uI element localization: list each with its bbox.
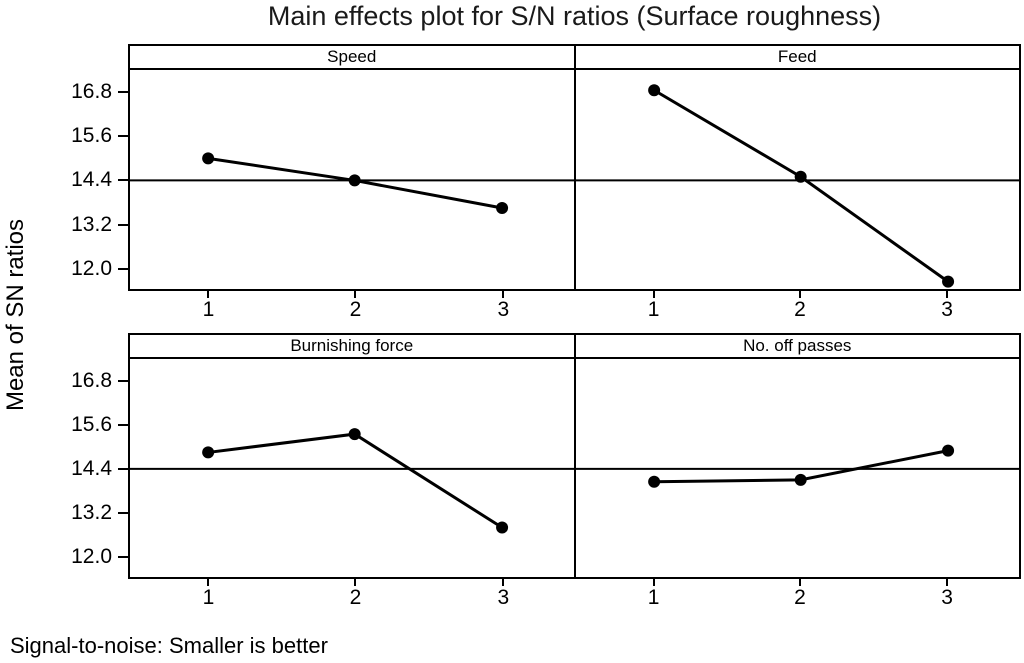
x-tick-mark xyxy=(207,577,210,586)
x-tick-label: 3 xyxy=(497,586,510,609)
x-tick-label: 1 xyxy=(202,586,215,609)
x-tick-mark xyxy=(502,577,505,586)
x-tick-label: 1 xyxy=(647,586,660,609)
y-tick-label: 12.0 xyxy=(71,256,112,280)
y-tick-mark xyxy=(118,423,130,426)
panel-plot-speed xyxy=(130,70,576,289)
y-tick-mark xyxy=(118,91,130,94)
y-tick-mark xyxy=(118,511,130,514)
panel-canvas xyxy=(130,152,574,215)
y-tick-label: 13.2 xyxy=(71,212,112,236)
panel-canvas xyxy=(130,428,574,534)
y-tick-mark xyxy=(118,379,130,382)
x-tick-label: 2 xyxy=(349,298,362,321)
y-tick-label: 15.6 xyxy=(71,412,112,436)
data-point-marker xyxy=(496,521,509,534)
x-tick-mark xyxy=(946,289,949,298)
y-tick-mark xyxy=(118,467,130,470)
panel-plot-no-off-passes xyxy=(575,359,1020,577)
panel-header-feed: Feed xyxy=(777,47,817,66)
panel-plot-feed xyxy=(575,70,1020,289)
y-tick-label: 15.6 xyxy=(71,124,112,148)
x-tick-mark xyxy=(354,577,357,586)
x-tick-label: 3 xyxy=(497,298,510,321)
data-point-marker xyxy=(794,170,807,183)
y-tick-label: 14.4 xyxy=(71,168,112,192)
panel-header-speed: Speed xyxy=(130,46,576,68)
panel-header-burnishing-force: Burnishing force xyxy=(130,335,576,357)
y-tick-mark xyxy=(118,179,130,182)
footer-note: Signal-to-noise: Smaller is better xyxy=(10,633,328,658)
x-tick-label: 3 xyxy=(941,586,953,609)
x-tick-label: 1 xyxy=(647,298,660,321)
panel-header-no-off-passes: No. off passes xyxy=(743,336,852,355)
y-tick-mark xyxy=(118,555,130,558)
series-line xyxy=(652,88,949,283)
panel-header-strip: Speed Feed xyxy=(130,46,1019,70)
x-tick-mark xyxy=(798,289,801,298)
x-tick-mark xyxy=(652,289,655,298)
x-tick-mark xyxy=(207,289,210,298)
x-tick-mark xyxy=(798,577,801,586)
y-tick-label: 16.8 xyxy=(71,80,112,104)
y-tick-mark xyxy=(118,223,130,226)
data-point-marker xyxy=(348,428,361,441)
y-tick-label: 12.0 xyxy=(71,544,112,568)
data-point-marker xyxy=(348,174,361,187)
data-point-marker xyxy=(202,446,215,459)
panel-row-bottom: Burnishing force No. off passes xyxy=(128,333,1021,579)
x-tick-mark xyxy=(354,289,357,298)
y-tick-mark xyxy=(118,135,130,138)
x-tick-mark xyxy=(502,289,505,298)
x-tick-label: 2 xyxy=(794,298,806,321)
data-point-marker xyxy=(202,152,215,165)
y-tick-label: 16.8 xyxy=(71,368,112,392)
panel-canvas xyxy=(575,84,1020,288)
data-point-marker xyxy=(941,275,954,288)
data-point-marker xyxy=(647,475,660,488)
y-tick-label: 13.2 xyxy=(71,500,112,524)
panel-canvas xyxy=(575,444,1020,488)
data-point-marker xyxy=(496,202,509,215)
panel-plot-burnishing-force xyxy=(130,359,576,577)
series-line xyxy=(207,432,503,529)
y-tick-mark xyxy=(118,267,130,270)
y-tick-label: 14.4 xyxy=(71,456,112,480)
data-point-marker xyxy=(794,473,807,486)
x-tick-mark xyxy=(652,577,655,586)
panel-row-top: Speed Feed xyxy=(128,44,1021,291)
panel-header-strip: Burnishing force No. off passes xyxy=(130,335,1019,359)
data-point-marker xyxy=(941,444,954,457)
x-tick-mark xyxy=(946,577,949,586)
x-tick-label: 1 xyxy=(202,298,215,321)
x-tick-label: 2 xyxy=(794,586,806,609)
chart-title: Main effects plot for S/N ratios (Surfac… xyxy=(267,1,882,31)
data-point-marker xyxy=(647,84,660,97)
x-tick-label: 2 xyxy=(349,586,362,609)
x-tick-label: 3 xyxy=(941,298,953,321)
